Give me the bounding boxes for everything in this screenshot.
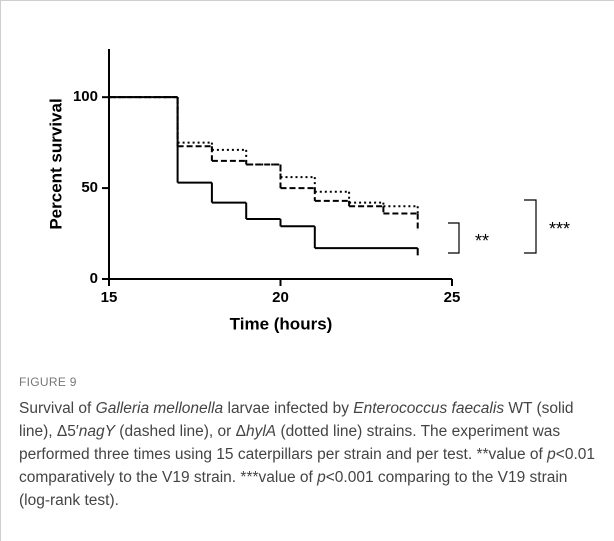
x-tick-label: 25 bbox=[444, 289, 461, 306]
caption-text: (dotted line) strains. The experiment wa… bbox=[19, 423, 561, 463]
caption-text: nagY bbox=[78, 423, 115, 440]
caption-text: p bbox=[547, 446, 556, 463]
caption-text: larvae infected by bbox=[223, 400, 354, 417]
caption-text: <0.001 comparing to the V19 strain (log-… bbox=[19, 469, 568, 509]
x-tick-label: 20 bbox=[272, 289, 289, 306]
x-axis-label: Time (hours) bbox=[230, 314, 333, 333]
significance-label: *** bbox=[549, 219, 570, 239]
caption-text: Enterococcus faecalis bbox=[353, 400, 505, 417]
caption-text: hylA bbox=[245, 423, 277, 440]
y-tick-label: 50 bbox=[81, 179, 98, 196]
bracket bbox=[448, 222, 460, 254]
y-tick-label: 100 bbox=[73, 88, 98, 105]
caption-text: Galleria mellonella bbox=[95, 400, 224, 417]
caption-text: Survival of bbox=[19, 400, 96, 417]
caption-text: (dashed line), or Δ bbox=[115, 423, 246, 440]
bracket bbox=[524, 199, 537, 254]
figure-label: FIGURE 9 bbox=[19, 375, 77, 389]
caption-text: <0.01 comparatively to the V19 strain. *… bbox=[19, 446, 595, 486]
caption-text: WT (solid line), Δ5′ bbox=[19, 400, 574, 440]
significance-label: ** bbox=[475, 231, 489, 251]
chart: Percent survival Time (hours) ** *** 0 50… bbox=[46, 49, 570, 333]
y-tick-label: 0 bbox=[90, 270, 98, 287]
caption-text: p bbox=[317, 469, 326, 486]
y-axis-label: Percent survival bbox=[46, 98, 65, 229]
x-tick-label: 15 bbox=[101, 289, 118, 306]
caption: Survival of Galleria mellonella larvae i… bbox=[19, 397, 599, 512]
